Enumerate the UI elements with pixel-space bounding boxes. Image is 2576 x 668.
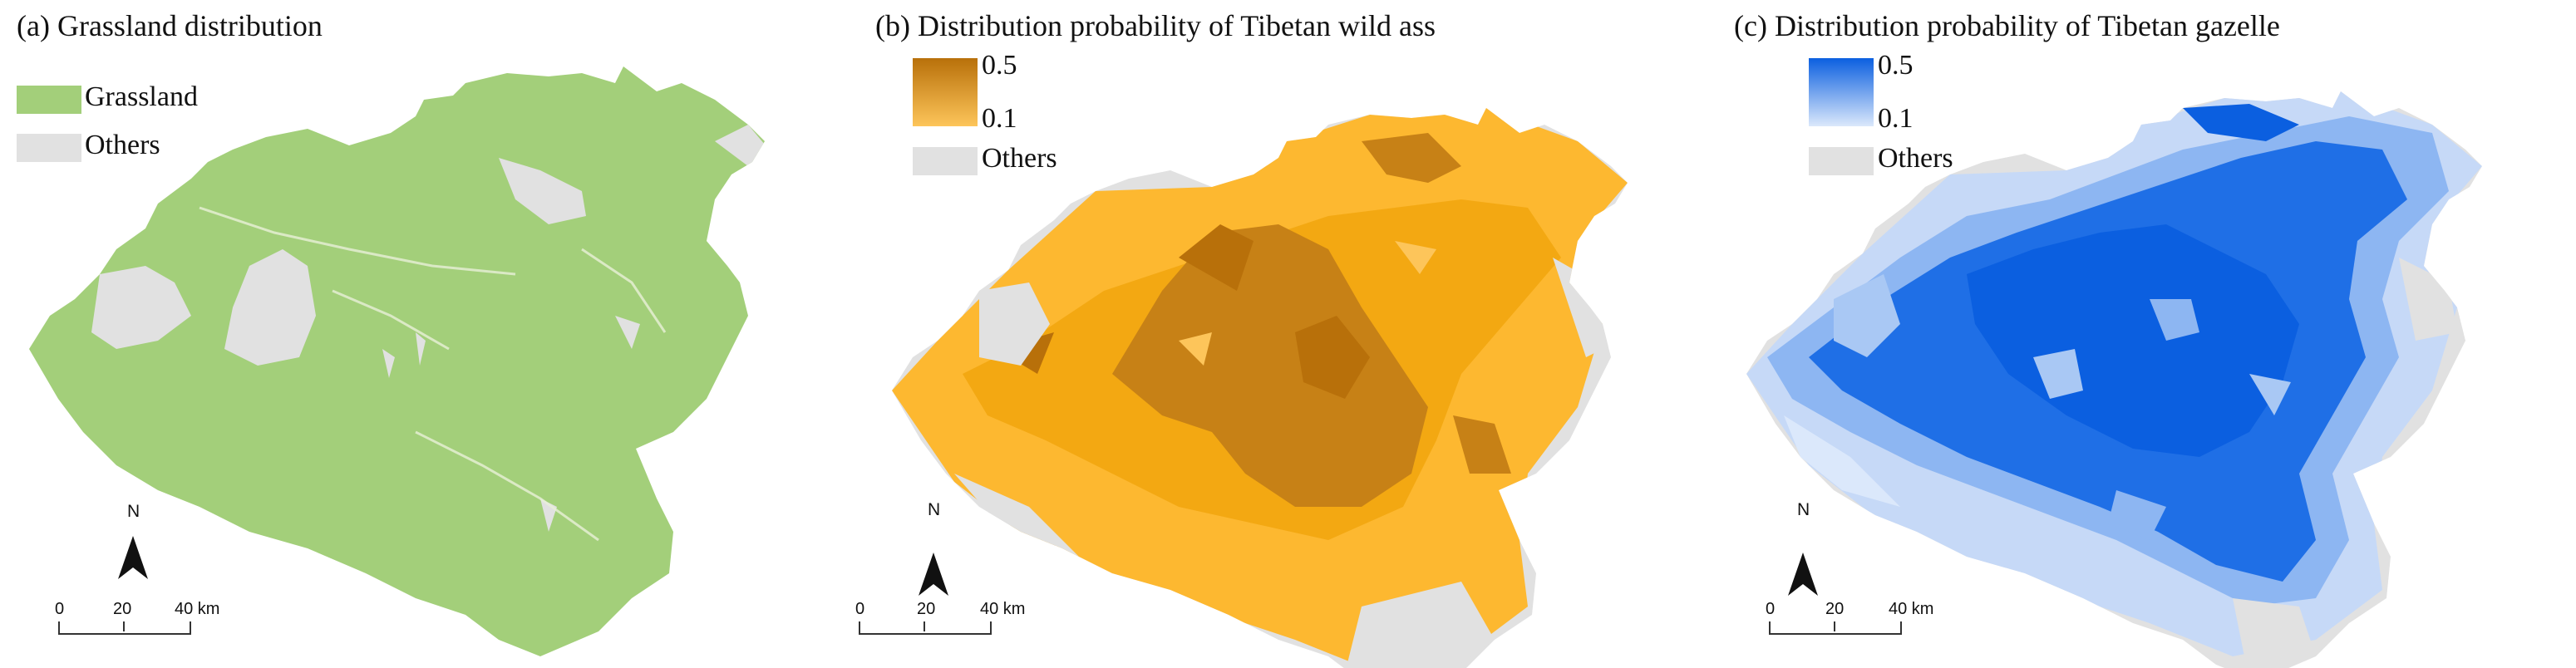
scale-label-zero: 0 bbox=[855, 600, 865, 618]
legend-label-others: Others bbox=[85, 130, 160, 160]
scale-bar bbox=[1769, 621, 1902, 635]
ramp-max-label: 0.5 bbox=[982, 50, 1017, 81]
grassland-map bbox=[29, 66, 765, 656]
north-arrow-icon bbox=[118, 536, 148, 579]
scale-label-mid: 20 bbox=[1825, 600, 1845, 618]
scale-label-end: 40 km bbox=[980, 600, 1026, 618]
panel-gazelle: (c) Distribution probability of Tibetan … bbox=[1717, 0, 2576, 668]
legend-ramp bbox=[1809, 58, 1874, 126]
ramp-min-label: 0.1 bbox=[1878, 103, 1914, 134]
legend-swatch-others bbox=[1809, 147, 1874, 175]
scale-label-end: 40 km bbox=[175, 600, 220, 618]
ramp-min-label: 0.1 bbox=[982, 103, 1017, 134]
legend-swatch-others bbox=[913, 147, 978, 175]
legend-label-others: Others bbox=[1878, 143, 1953, 174]
legend-swatch-grassland bbox=[17, 86, 81, 114]
scale-label-zero: 0 bbox=[55, 600, 65, 618]
panel-title: (c) Distribution probability of Tibetan … bbox=[1734, 9, 2280, 42]
scale-label-zero: 0 bbox=[1766, 600, 1776, 618]
north-label: N bbox=[928, 500, 941, 519]
panel-grassland: (a) Grassland distribution Grassland Oth… bbox=[0, 0, 859, 668]
ramp-max-label: 0.5 bbox=[1878, 50, 1914, 81]
legend-label-grassland: Grassland bbox=[85, 81, 198, 112]
scale-label-end: 40 km bbox=[1889, 600, 1934, 618]
scale-bar bbox=[859, 621, 992, 635]
panel-title: (b) Distribution probability of Tibetan … bbox=[875, 9, 1436, 42]
legend-label-others: Others bbox=[982, 143, 1057, 174]
gazelle-map bbox=[1746, 91, 2482, 668]
north-arrow-icon bbox=[919, 553, 948, 596]
scale-bar-tick bbox=[123, 621, 125, 631]
wild-ass-map bbox=[892, 108, 1628, 668]
scale-label-mid: 20 bbox=[113, 600, 132, 618]
north-label: N bbox=[1797, 500, 1810, 519]
legend-swatch-others bbox=[17, 134, 81, 162]
legend-ramp bbox=[913, 58, 978, 126]
north-label: N bbox=[127, 502, 140, 521]
scale-bar-tick bbox=[924, 621, 925, 631]
scale-bar-tick bbox=[1834, 621, 1835, 631]
north-arrow-icon bbox=[1788, 553, 1818, 596]
panel-title: (a) Grassland distribution bbox=[17, 9, 323, 42]
panel-wild-ass: (b) Distribution probability of Tibetan … bbox=[855, 0, 1717, 668]
scale-bar bbox=[58, 621, 191, 635]
scale-label-mid: 20 bbox=[917, 600, 936, 618]
